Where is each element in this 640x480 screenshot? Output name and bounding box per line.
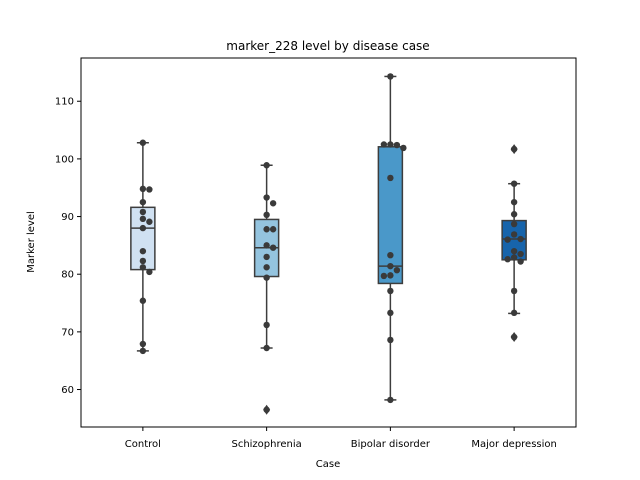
data-point [139, 185, 147, 193]
data-point [269, 244, 277, 251]
data-point [387, 309, 394, 317]
data-point [387, 141, 394, 148]
data-point [263, 194, 270, 201]
data-point [387, 272, 394, 279]
data-point [263, 211, 270, 219]
data-point [263, 264, 270, 271]
x-axis-label: Case [316, 459, 340, 470]
y-tick-label: 110 [55, 97, 74, 108]
data-point [263, 406, 270, 413]
data-point [263, 162, 270, 169]
data-point [139, 297, 147, 304]
y-tick-label: 80 [61, 270, 74, 281]
data-point [269, 200, 277, 207]
data-point [510, 145, 518, 153]
data-point [139, 139, 147, 146]
data-point [139, 215, 147, 223]
data-point [510, 247, 518, 255]
data-point [517, 258, 524, 265]
y-tick-label: 60 [61, 385, 74, 396]
data-point [387, 73, 394, 80]
data-point [263, 226, 270, 233]
data-point [269, 226, 277, 233]
data-point [400, 144, 407, 152]
data-point [139, 257, 147, 265]
data-point [263, 253, 270, 261]
data-point [380, 141, 388, 148]
data-point [393, 141, 401, 149]
data-point [510, 333, 518, 341]
data-point [387, 262, 394, 270]
plot-area [130, 73, 527, 415]
data-point [139, 224, 147, 232]
chart-title: marker_228 level by disease case [226, 39, 429, 53]
y-tick-label: 70 [61, 327, 74, 338]
data-point [139, 264, 147, 271]
data-point [510, 180, 518, 187]
x-tick-label: Schizophrenia [231, 439, 301, 450]
data-point [146, 268, 153, 276]
box-iqr [377, 146, 404, 285]
data-point [263, 321, 270, 329]
x-tick-label: Major depression [471, 439, 557, 450]
axes: 60 70 80 90 100 110 Control Schizophrenia Bipola… [55, 57, 577, 450]
data-point [139, 347, 147, 355]
data-point [139, 247, 147, 255]
data-point [510, 198, 518, 206]
data-point [387, 287, 394, 295]
x-tick-label: Bipolar disorder [351, 439, 431, 450]
data-point [504, 236, 511, 243]
data-point [387, 396, 394, 404]
data-point [517, 235, 524, 243]
data-point [387, 174, 394, 182]
data-point [510, 254, 518, 261]
data-point [510, 211, 518, 218]
axes-frame [80, 57, 577, 428]
data-point [510, 309, 518, 317]
data-point [263, 242, 270, 249]
data-point [393, 266, 401, 274]
data-point [139, 340, 147, 348]
data-point [517, 250, 524, 258]
data-point [139, 208, 147, 216]
data-point [380, 272, 388, 280]
y-tick-label: 90 [61, 212, 74, 223]
y-axis-label: Marker level [26, 211, 37, 273]
y-tick-label: 100 [55, 154, 74, 165]
data-point [263, 344, 270, 352]
data-point [504, 256, 511, 263]
data-point [146, 186, 153, 193]
data-point [387, 251, 394, 259]
data-point [263, 274, 270, 281]
data-point [139, 198, 147, 206]
data-point [387, 336, 394, 344]
data-point [146, 218, 153, 225]
data-point [510, 220, 518, 228]
data-point [510, 287, 518, 295]
data-point [510, 231, 518, 238]
x-tick-label: Control [125, 439, 161, 450]
